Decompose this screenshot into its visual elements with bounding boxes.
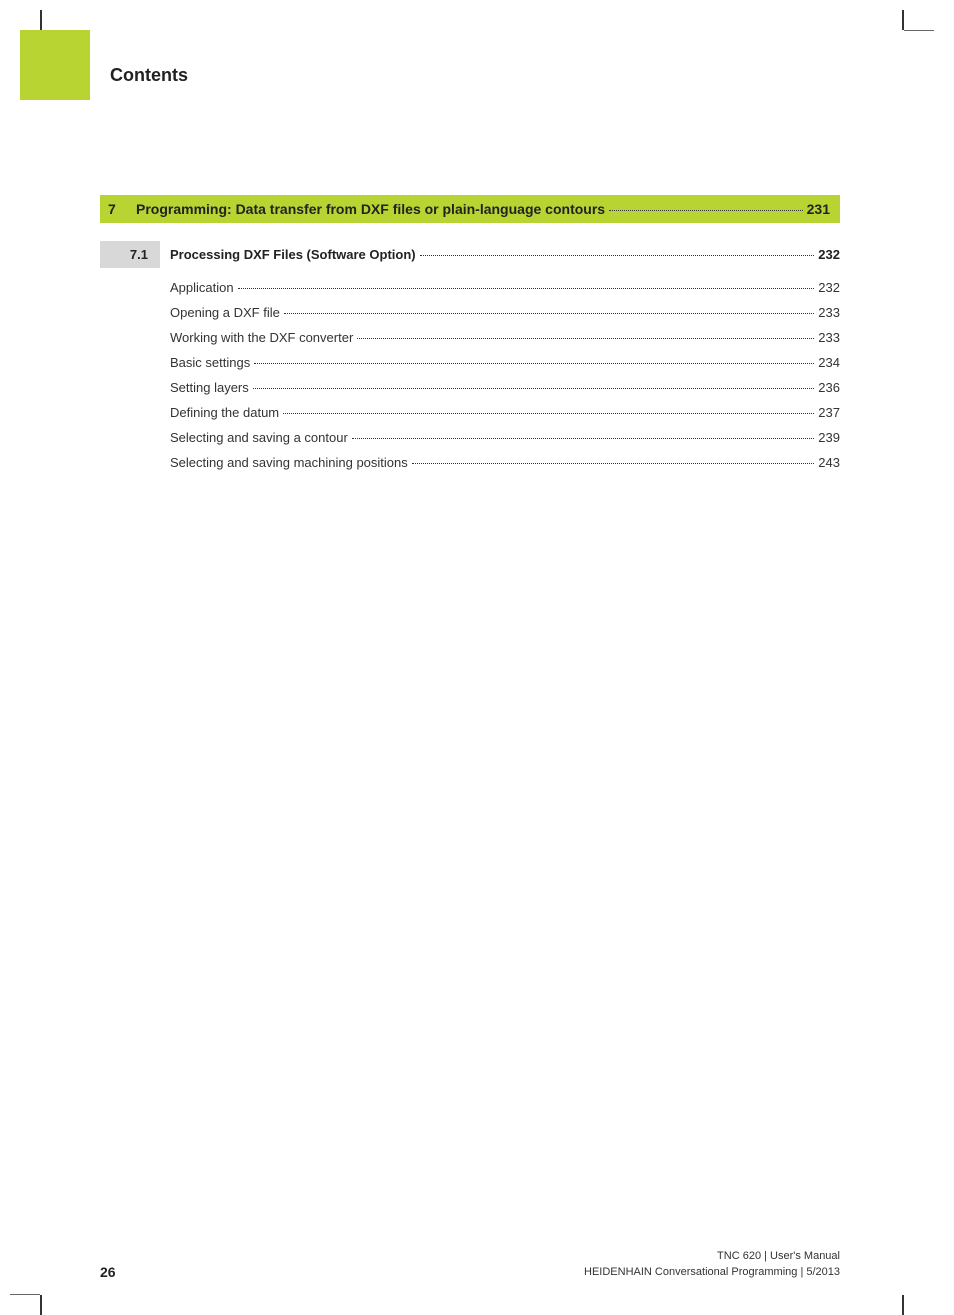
sub-page: 236 [818, 380, 840, 395]
footer-line1: TNC 620 | User's Manual [584, 1249, 840, 1264]
toc-sub-row: Application 232 [100, 280, 840, 295]
sub-title: Working with the DXF converter 233 [170, 330, 840, 345]
sub-label: Basic settings [170, 355, 250, 370]
leader-dots [412, 463, 815, 464]
leader-dots [238, 288, 815, 289]
toc-sub-row: Selecting and saving a contour 239 [100, 430, 840, 445]
crop-mark [40, 1295, 42, 1315]
footer-text: TNC 620 | User's Manual HEIDENHAIN Conve… [584, 1249, 840, 1280]
leader-dots [420, 255, 815, 256]
chapter-number: 7 [100, 195, 130, 223]
page-footer: 26 TNC 620 | User's Manual HEIDENHAIN Co… [100, 1249, 840, 1280]
sub-title: Selecting and saving a contour 239 [170, 430, 840, 445]
tab-marker [20, 30, 90, 100]
sub-label: Setting layers [170, 380, 249, 395]
toc-chapter-row: 7 Programming: Data transfer from DXF fi… [100, 195, 840, 223]
toc-container: 7 Programming: Data transfer from DXF fi… [100, 195, 840, 480]
chapter-title: Programming: Data transfer from DXF file… [130, 195, 840, 223]
crop-mark [902, 1295, 904, 1315]
chapter-label: Programming: Data transfer from DXF file… [136, 201, 605, 217]
leader-dots [283, 413, 814, 414]
leader-dots [284, 313, 814, 314]
toc-sub-row: Setting layers 236 [100, 380, 840, 395]
sub-label: Selecting and saving a contour [170, 430, 348, 445]
sub-label: Opening a DXF file [170, 305, 280, 320]
sub-label: Application [170, 280, 234, 295]
toc-section-row: 7.1 Processing DXF Files (Software Optio… [100, 241, 840, 268]
section-page: 232 [818, 247, 840, 262]
sub-title: Defining the datum 237 [170, 405, 840, 420]
sub-page: 233 [818, 330, 840, 345]
footer-line2: HEIDENHAIN Conversational Programming | … [584, 1265, 840, 1280]
sub-page: 237 [818, 405, 840, 420]
leader-dots [254, 363, 814, 364]
toc-sub-row: Selecting and saving machining positions… [100, 455, 840, 470]
crop-mark [10, 1294, 40, 1295]
section-title: Processing DXF Files (Software Option) 2… [160, 241, 840, 268]
chapter-page: 231 [807, 201, 830, 217]
sub-title: Application 232 [170, 280, 840, 295]
sub-page: 234 [818, 355, 840, 370]
sub-label: Working with the DXF converter [170, 330, 353, 345]
toc-sub-row: Defining the datum 237 [100, 405, 840, 420]
sub-page: 233 [818, 305, 840, 320]
sub-page: 243 [818, 455, 840, 470]
toc-sub-row: Working with the DXF converter 233 [100, 330, 840, 345]
toc-sub-row: Opening a DXF file 233 [100, 305, 840, 320]
sub-title: Opening a DXF file 233 [170, 305, 840, 320]
crop-mark [904, 30, 934, 31]
sub-label: Selecting and saving machining positions [170, 455, 408, 470]
sub-title: Basic settings 234 [170, 355, 840, 370]
leader-dots [357, 338, 814, 339]
page-header: Contents [110, 65, 188, 86]
crop-mark [902, 10, 904, 30]
sub-page: 239 [818, 430, 840, 445]
sub-title: Setting layers 236 [170, 380, 840, 395]
sub-label: Defining the datum [170, 405, 279, 420]
leader-dots [609, 210, 803, 211]
crop-mark [40, 10, 42, 30]
page-number: 26 [100, 1264, 116, 1280]
section-label: Processing DXF Files (Software Option) [170, 247, 416, 262]
toc-sub-row: Basic settings 234 [100, 355, 840, 370]
leader-dots [352, 438, 815, 439]
section-number: 7.1 [100, 241, 160, 268]
sub-page: 232 [818, 280, 840, 295]
sub-title: Selecting and saving machining positions… [170, 455, 840, 470]
leader-dots [253, 388, 815, 389]
